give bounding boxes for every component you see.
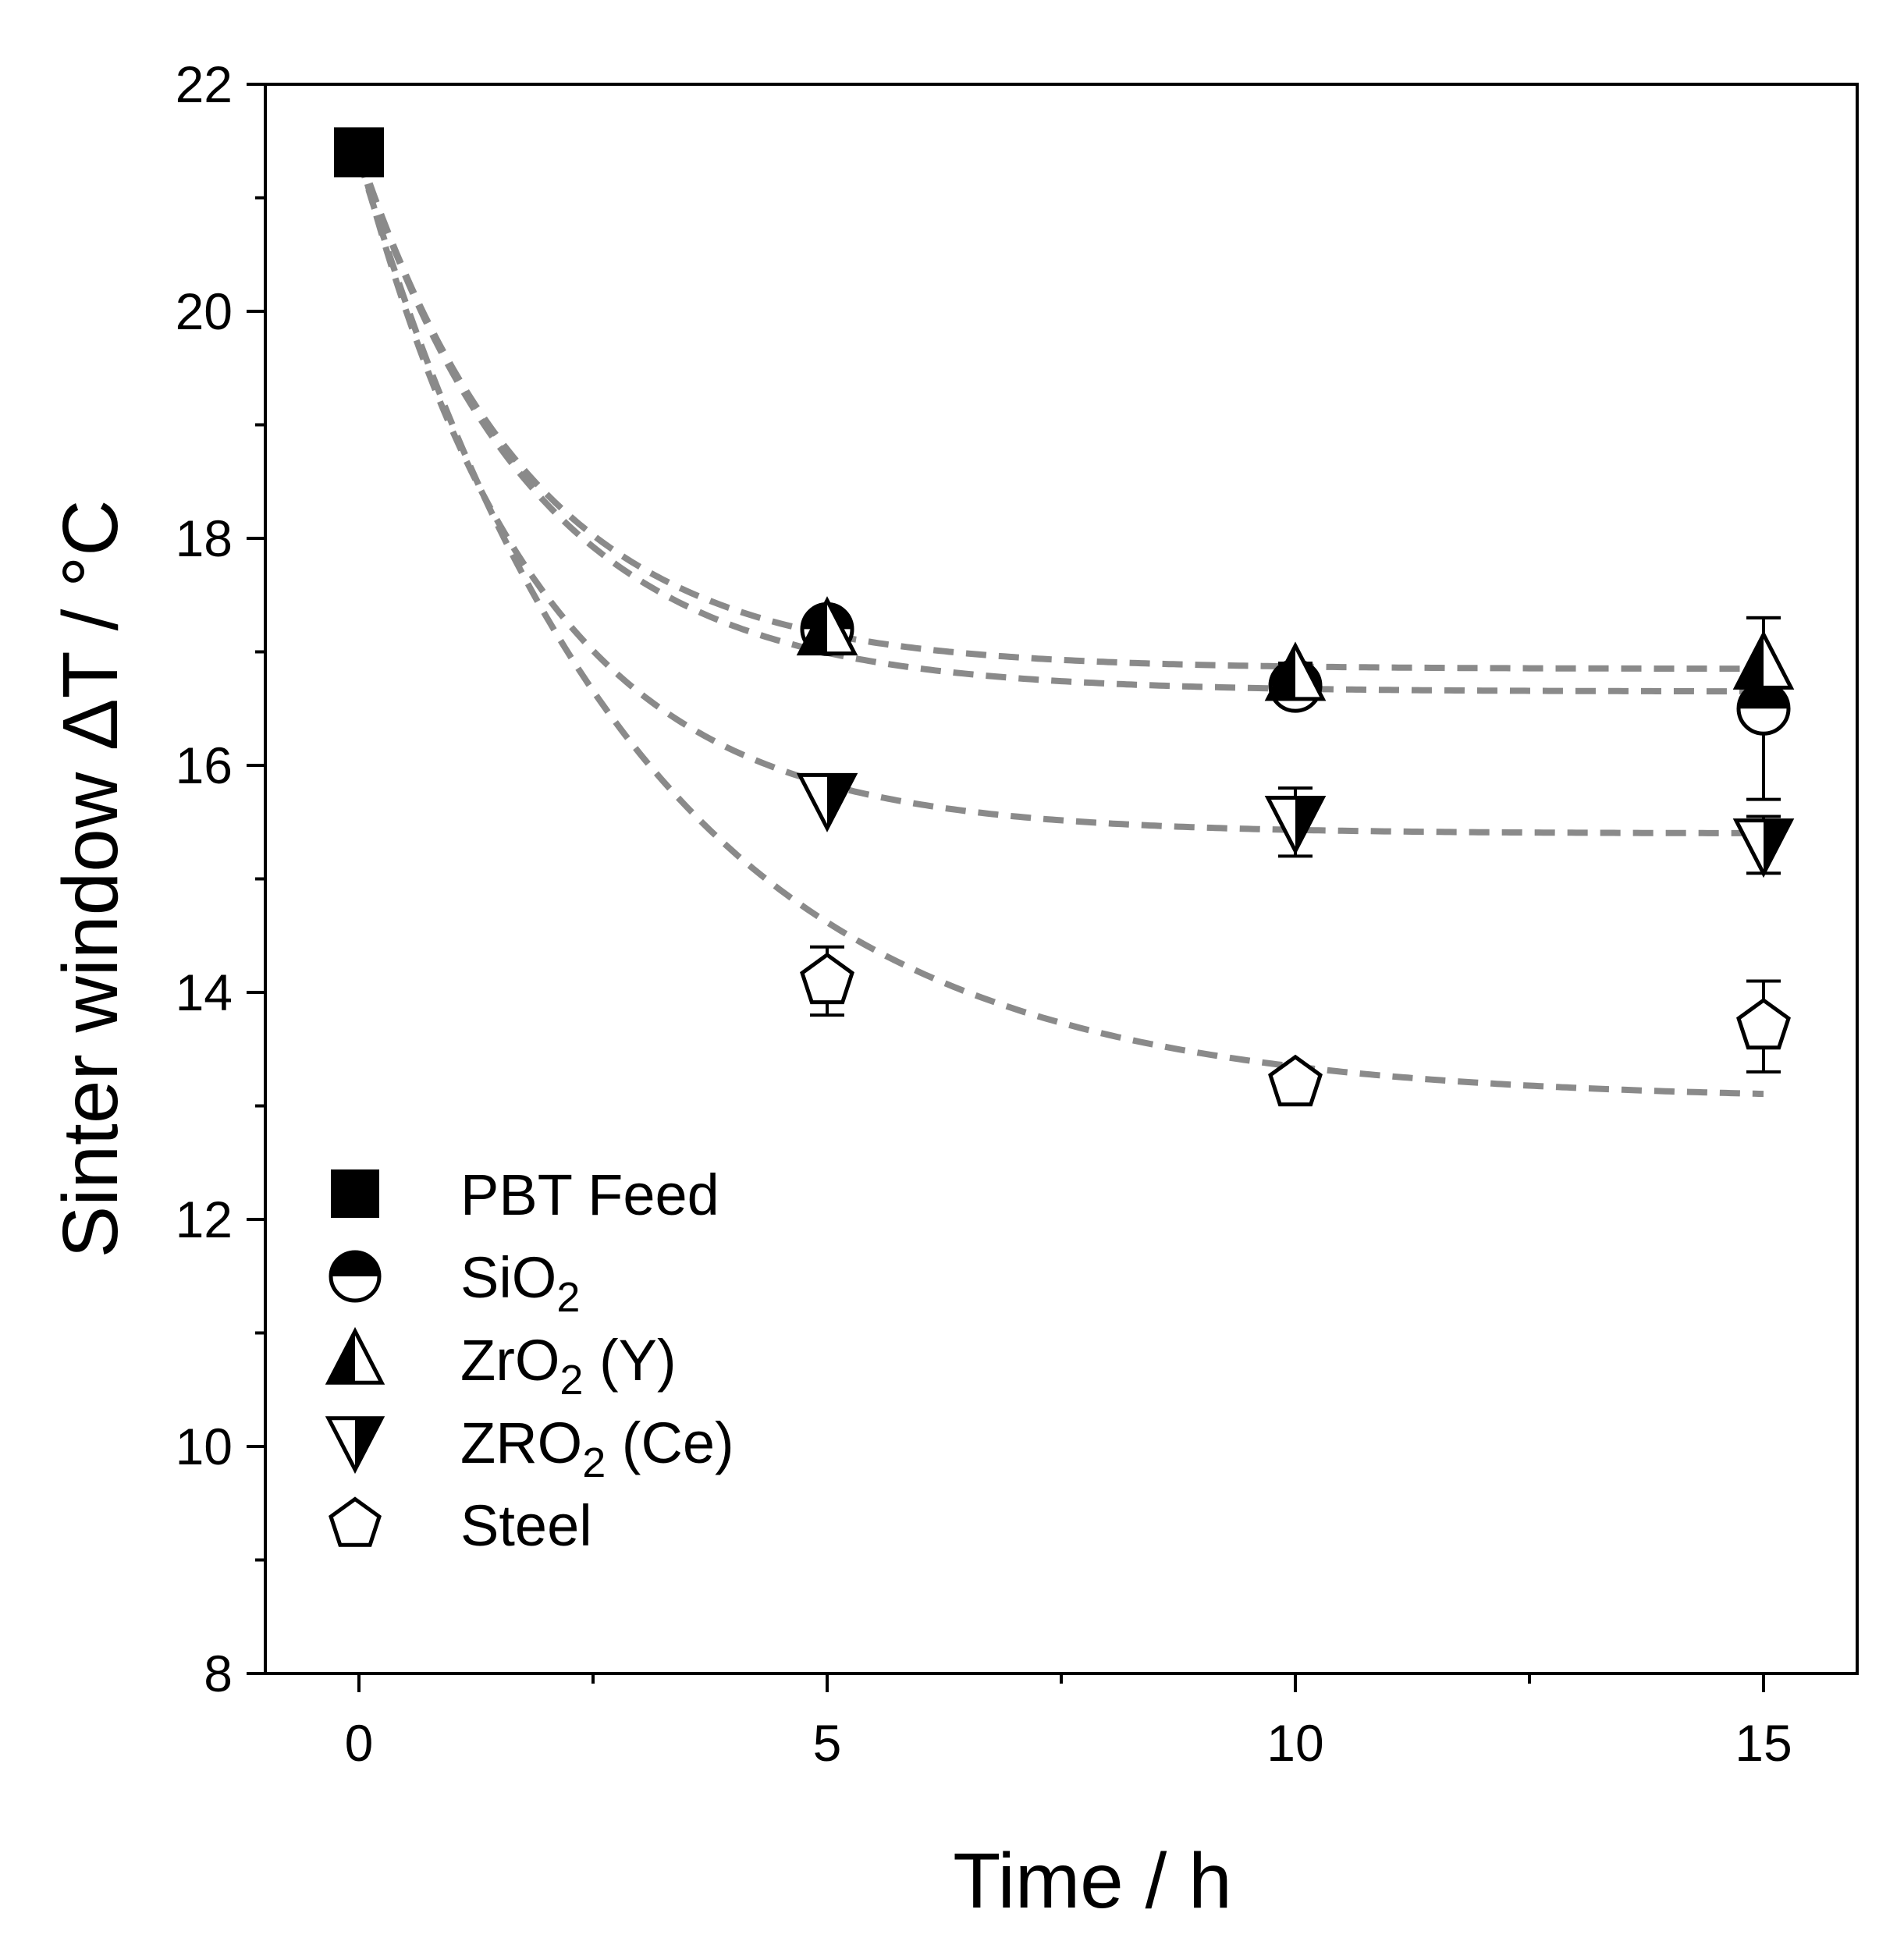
legend-text: Steel (460, 1493, 592, 1558)
data-point (334, 127, 384, 178)
fit-curve (356, 157, 1764, 1098)
y-tick-label: 12 (176, 1191, 233, 1248)
legend-marker (329, 1496, 382, 1547)
data-point (800, 952, 854, 1005)
legend-item: PBT Feed (331, 1162, 719, 1227)
legend-item: SiO2 (329, 1245, 580, 1321)
marker-triangle-down-fill (355, 1418, 382, 1470)
legend-text: (Y) (583, 1328, 676, 1393)
x-tick-label: 10 (1266, 1714, 1323, 1772)
data-point (1736, 681, 1791, 736)
legend-marker (325, 1416, 385, 1475)
marker-triangle-down-fill (1295, 797, 1323, 851)
marker-pentagon (1268, 1054, 1323, 1107)
y-axis-title: Sinter window ΔT / °C (47, 500, 134, 1258)
marker-circle-fill (1739, 683, 1789, 709)
legend-text: ZRO (460, 1411, 582, 1475)
data-point (1732, 818, 1795, 878)
x-tick-label: 5 (813, 1714, 842, 1772)
data-point (1732, 630, 1795, 690)
fit-curve (356, 151, 1764, 673)
fit-curve (356, 151, 1764, 695)
plot-frame (264, 83, 1859, 1675)
y-tick-label: 18 (176, 509, 233, 567)
legend-text: (Ce) (606, 1411, 734, 1475)
data-point (1736, 998, 1791, 1050)
legend-item: ZRO2 (Ce) (325, 1411, 734, 1486)
legend-label: Steel (460, 1493, 592, 1558)
fit-curve (356, 151, 1764, 836)
legend-marker (331, 1169, 379, 1218)
legend-marker (325, 1326, 385, 1385)
legend-text: ZrO (460, 1328, 559, 1393)
legend-text: SiO (460, 1245, 556, 1310)
data-markers (334, 127, 1795, 1107)
x-tick-label: 0 (345, 1714, 374, 1772)
legend-subscript: 2 (556, 1274, 580, 1321)
data-point (1264, 641, 1327, 701)
data-point (1268, 1054, 1323, 1107)
marker-triangle-fill (1735, 634, 1764, 688)
marker-triangle-fill (1267, 645, 1295, 699)
marker-pentagon (329, 1496, 382, 1547)
marker-triangle-down-fill (1764, 820, 1792, 874)
legend-item: Steel (329, 1493, 592, 1558)
legend-text: PBT Feed (460, 1162, 719, 1227)
y-tick-label: 14 (176, 964, 233, 1021)
marker-pentagon (800, 952, 854, 1005)
marker-square (334, 127, 384, 178)
data-point (1264, 795, 1327, 855)
legend-subscript: 2 (559, 1357, 583, 1404)
x-tick-label: 15 (1735, 1714, 1792, 1772)
legend-marker (329, 1250, 382, 1303)
legend-label: ZRO2 (Ce) (460, 1411, 734, 1486)
y-tick-label: 16 (176, 736, 233, 794)
y-tick-label: 22 (176, 55, 233, 113)
marker-pentagon (1736, 998, 1791, 1050)
legend-subscript: 2 (582, 1439, 606, 1486)
axis-ticks (247, 83, 1765, 1692)
y-tick-label: 8 (204, 1645, 233, 1702)
x-axis-title: Time / h (953, 1837, 1231, 1925)
y-tick-label: 10 (176, 1418, 233, 1475)
fit-curves (356, 151, 1764, 1098)
y-tick-label: 20 (176, 282, 233, 340)
legend-item: ZrO2 (Y) (325, 1326, 677, 1404)
marker-triangle-fill (328, 1331, 355, 1383)
marker-circle-fill (331, 1252, 379, 1276)
data-point (796, 772, 858, 832)
data-point (796, 596, 858, 656)
marker-triangle-fill (799, 600, 827, 654)
legend-label: ZrO2 (Y) (460, 1328, 677, 1404)
legend-label: SiO2 (460, 1245, 580, 1321)
marker-triangle-down-fill (827, 775, 855, 829)
marker-square (331, 1169, 379, 1218)
legend-label: PBT Feed (460, 1162, 719, 1227)
